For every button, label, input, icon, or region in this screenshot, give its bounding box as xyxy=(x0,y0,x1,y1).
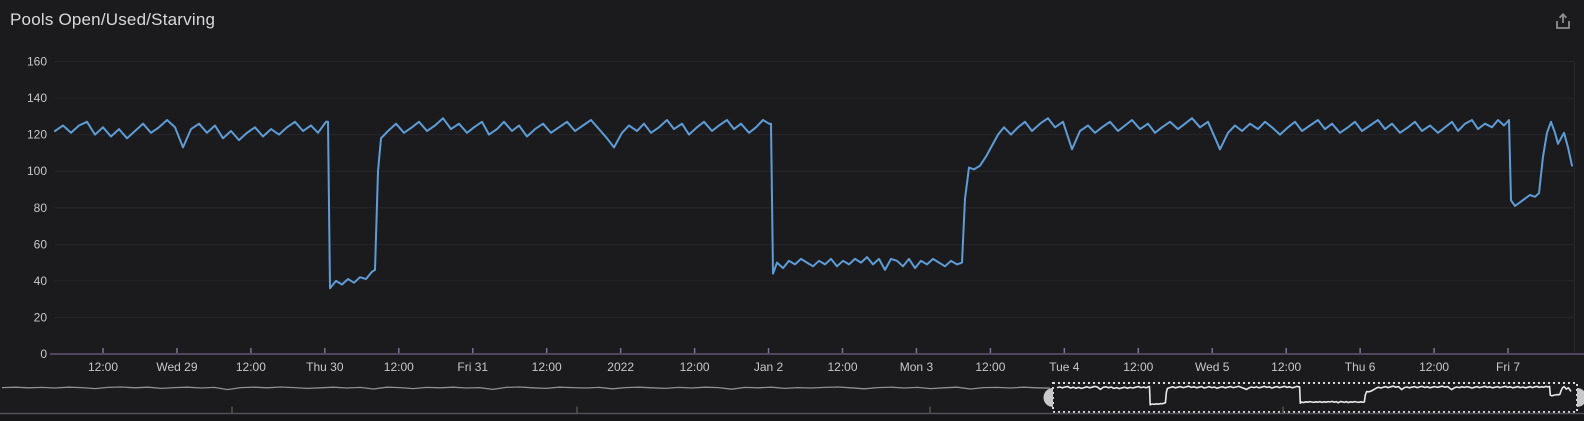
y-tick-label: 140 xyxy=(27,91,47,105)
navigator-history-line xyxy=(1,386,1051,391)
y-tick-label: 60 xyxy=(34,237,48,251)
x-tick-label: Wed 5 xyxy=(1195,360,1230,374)
x-tick-label: 12:00 xyxy=(975,360,1005,374)
share-icon[interactable] xyxy=(1552,11,1574,33)
x-tick-label: Fri 7 xyxy=(1496,360,1520,374)
series-line-pools xyxy=(54,117,1573,290)
x-tick-label: Mon 3 xyxy=(900,360,934,374)
x-tick-label: 12:00 xyxy=(532,360,562,374)
below-axis-strip xyxy=(0,414,1584,421)
chart-plot-area[interactable] xyxy=(55,62,1575,355)
y-tick-label: 80 xyxy=(34,201,48,215)
share-upload-arrow-icon xyxy=(1556,12,1570,29)
x-tick-label: 12:00 xyxy=(1271,360,1301,374)
x-tick-label: 12:00 xyxy=(88,360,118,374)
x-tick-label: Thu 30 xyxy=(306,360,344,374)
navigator-left-handle[interactable] xyxy=(1043,388,1054,407)
panel-header: Pools Open/Used/Starving xyxy=(0,0,1584,44)
x-tick-label: Tue 4 xyxy=(1049,360,1080,374)
x-tick-label: Wed 29 xyxy=(156,360,197,374)
x-tick-label: 2022 xyxy=(607,360,634,374)
x-tick-label: Thu 6 xyxy=(1345,360,1376,374)
x-tick-label: 12:00 xyxy=(1419,360,1449,374)
x-tick-label: Jan 2 xyxy=(754,360,784,374)
navigator-selected-line xyxy=(1056,385,1572,406)
x-tick-label: Fri 31 xyxy=(457,360,488,374)
y-tick-label: 20 xyxy=(34,310,48,324)
y-tick-label: 120 xyxy=(27,128,47,142)
x-tick-label: 12:00 xyxy=(1123,360,1153,374)
x-tick-label: 12:00 xyxy=(236,360,266,374)
y-tick-label: 100 xyxy=(27,164,47,178)
navigator-right-handle[interactable] xyxy=(1577,388,1584,407)
y-tick-label: 160 xyxy=(27,55,47,69)
y-tick-label: 40 xyxy=(34,274,48,288)
panel-title: Pools Open/Used/Starving xyxy=(10,10,216,29)
x-tick-label: 12:00 xyxy=(384,360,414,374)
x-tick-label: 12:00 xyxy=(680,360,710,374)
x-tick-label: 12:00 xyxy=(827,360,857,374)
y-tick-label: 0 xyxy=(40,347,47,361)
